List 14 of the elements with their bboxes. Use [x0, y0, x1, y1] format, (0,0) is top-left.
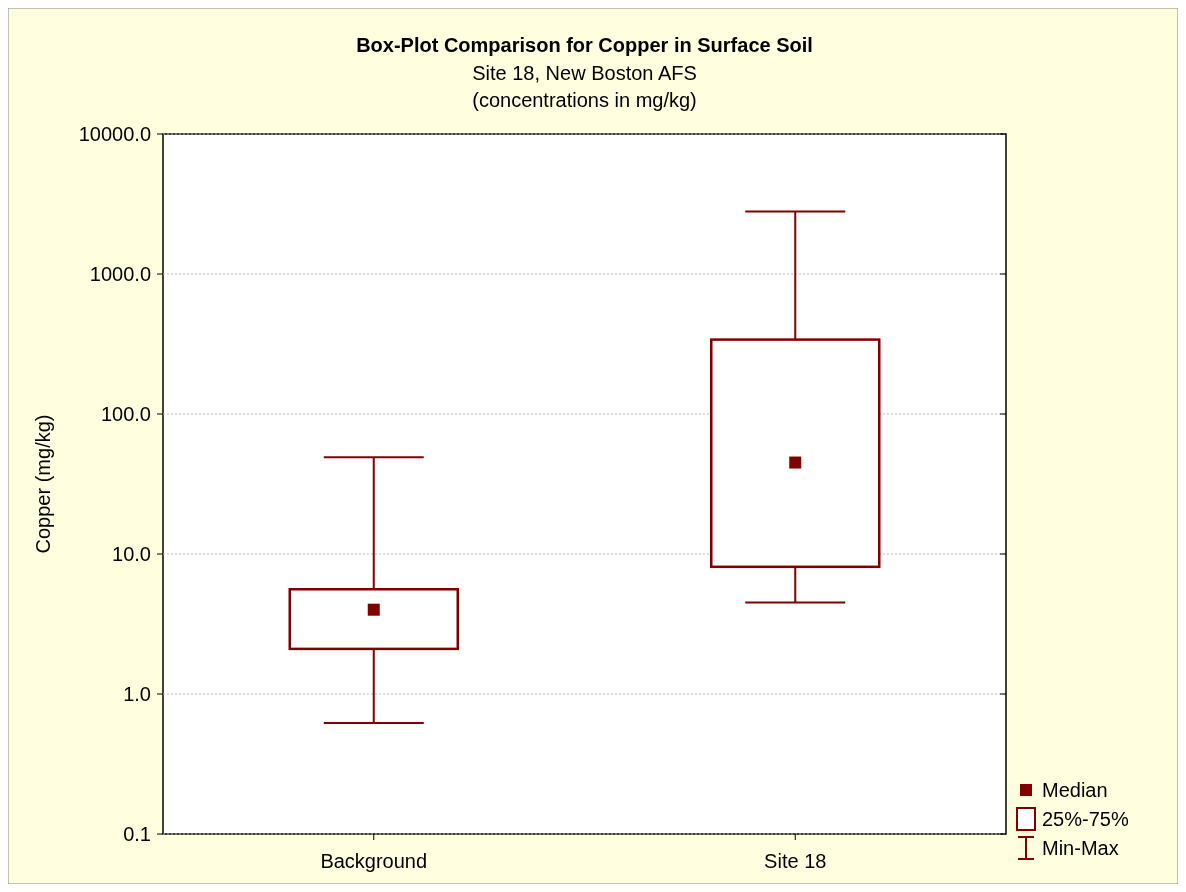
y-tick-label: 1000.0 — [89, 263, 151, 285]
y-tick-label: 10000.0 — [78, 123, 151, 145]
y-tick-label: 100.0 — [100, 403, 151, 425]
text: Min-Max — [1042, 837, 1119, 859]
y-tick-label: 10.0 — [112, 543, 151, 565]
y-tick-label: 0.1 — [123, 823, 151, 845]
x-tick-label: Site 18 — [764, 850, 827, 872]
text: 25%-75% — [1042, 808, 1129, 830]
y-axis-title: Copper (mg/kg) — [32, 414, 54, 554]
chart-title: Box-Plot Comparison for Copper in Surface Soil — [356, 34, 813, 56]
text: Median — [1042, 779, 1108, 801]
x-tick-label: Background — [320, 850, 428, 872]
chart-subtitle: Site 18, New Boston AFS (concentrations in mg/kg) — [472, 62, 697, 111]
y-tick-label: 1.0 — [123, 683, 151, 705]
